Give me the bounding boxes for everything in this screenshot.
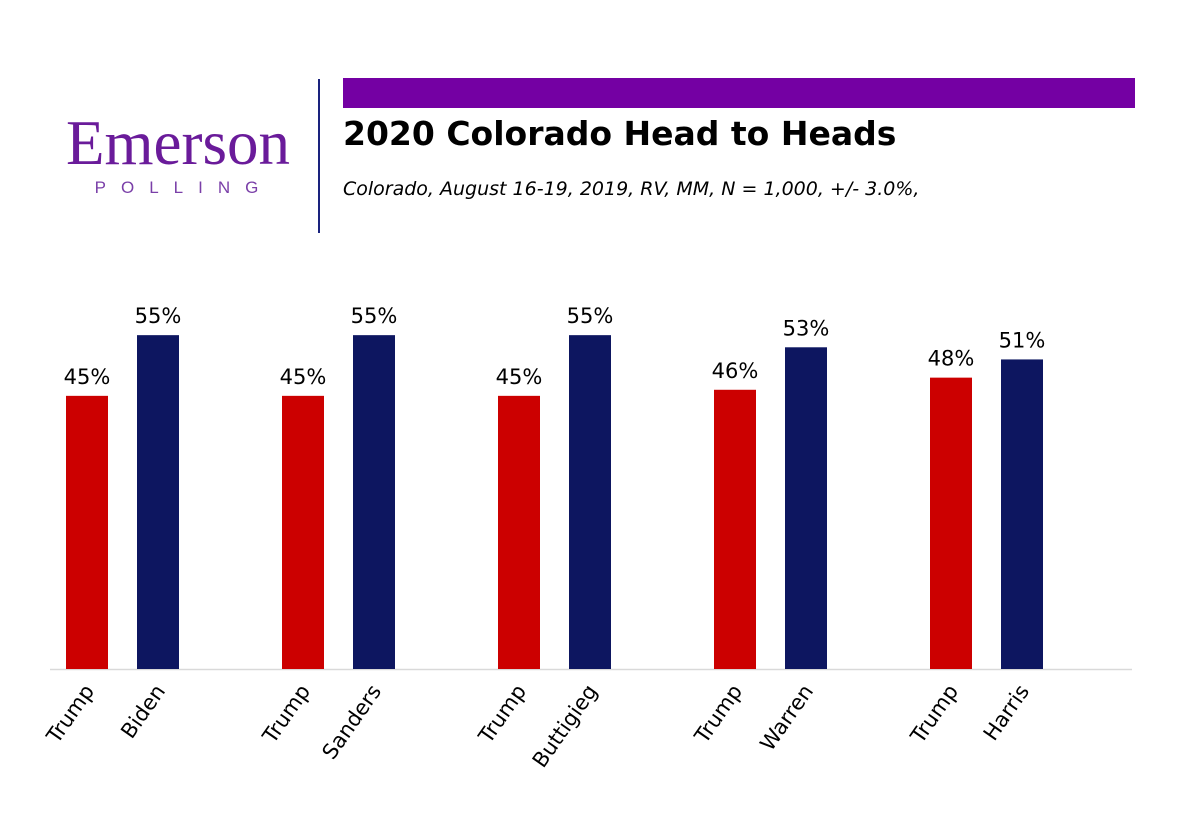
data-label: 51%	[999, 328, 1046, 352]
bar-sanders-2	[353, 335, 395, 669]
tick-label: Warren	[755, 680, 818, 755]
emerson-polling-logo: Emerson POLLING	[50, 108, 306, 198]
bar-biden-1	[137, 335, 179, 669]
bar-trump-5	[930, 377, 972, 669]
tick-label: Trump	[905, 680, 963, 748]
bar-harris-5	[1001, 359, 1043, 669]
tick-label: Trump	[257, 680, 315, 748]
bar-trump-3	[498, 395, 540, 669]
data-label: 53%	[783, 316, 830, 340]
chart-title: 2020 Colorado Head to Heads	[343, 114, 897, 153]
tick-label: Harris	[979, 680, 1034, 745]
tick-label: Trump	[41, 680, 99, 748]
tick-label: Biden	[116, 680, 170, 743]
tick-label: Trump	[689, 680, 747, 748]
bar-warren-4	[785, 347, 827, 669]
bar-trump-4	[714, 389, 756, 669]
bar-trump-1	[66, 395, 108, 669]
data-label: 45%	[496, 365, 543, 389]
chart-subtitle: Colorado, August 16-19, 2019, RV, MM, N …	[343, 178, 920, 200]
data-label: 46%	[712, 359, 759, 383]
data-label: 55%	[351, 304, 398, 328]
data-label: 45%	[64, 365, 111, 389]
header-divider	[318, 79, 320, 233]
data-label: 48%	[928, 347, 975, 371]
bar-buttigieg-3	[569, 335, 611, 669]
logo-subtitle: POLLING	[94, 178, 274, 197]
tick-label: Trump	[473, 680, 531, 748]
data-label: 45%	[280, 365, 327, 389]
tick-label: Sanders	[317, 680, 386, 764]
bar-trump-2	[282, 395, 324, 669]
logo-wordmark: Emerson	[66, 108, 290, 178]
data-label: 55%	[567, 304, 614, 328]
tick-label: Buttigieg	[528, 680, 602, 772]
data-label: 55%	[135, 304, 182, 328]
header-color-bar	[343, 78, 1135, 108]
